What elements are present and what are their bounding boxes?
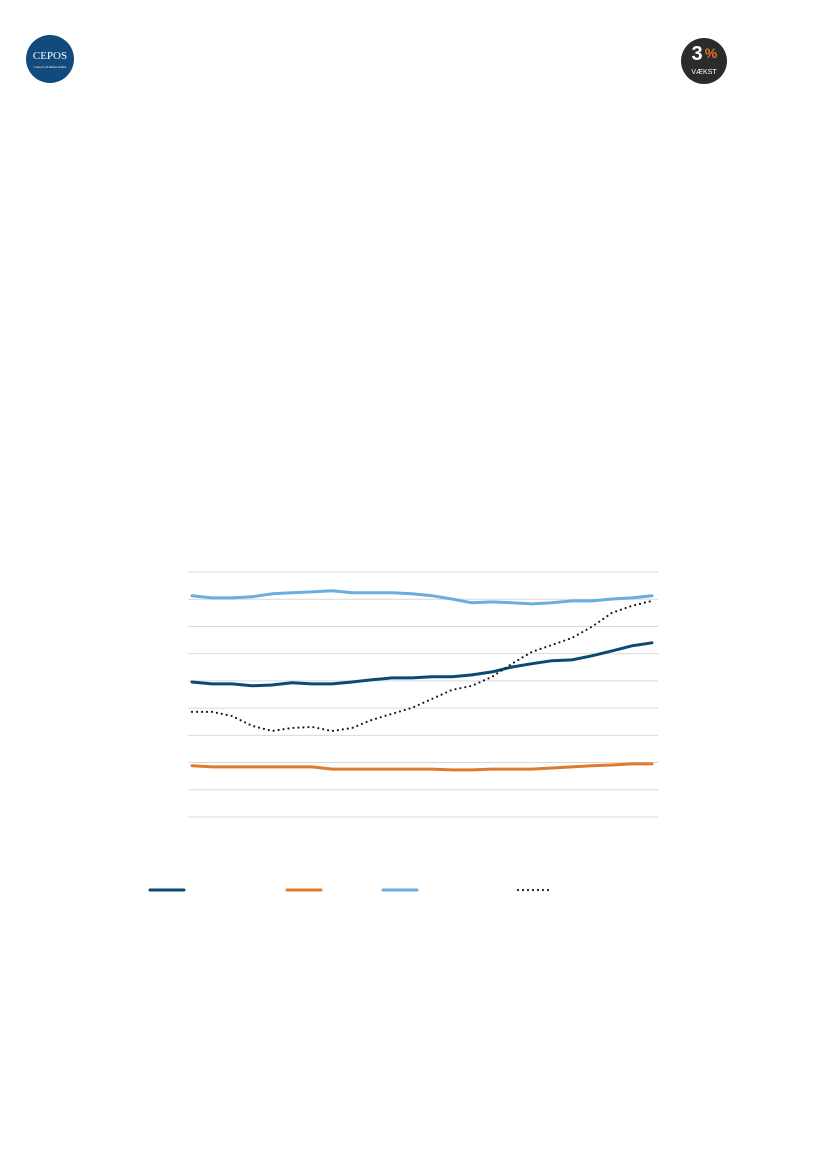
series-line: [190, 589, 654, 606]
chart: [148, 571, 658, 892]
logo-circle: [681, 38, 727, 84]
logo-number: 3: [691, 43, 702, 65]
series-line: [190, 641, 654, 688]
logo-subtitle: Centre for Politiske Studier: [34, 65, 67, 69]
logo-symbol: %: [705, 45, 718, 61]
logo-title: CEPOS: [33, 50, 67, 62]
vaekst-logo: 3 % VÆKST: [681, 38, 727, 84]
logo-word: VÆKST: [691, 69, 717, 76]
logo-circle: [26, 35, 74, 83]
cepos-logo: CEPOS Centre for Politiske Studier: [26, 35, 74, 83]
series-line: [190, 762, 654, 772]
series-line: [190, 599, 654, 733]
